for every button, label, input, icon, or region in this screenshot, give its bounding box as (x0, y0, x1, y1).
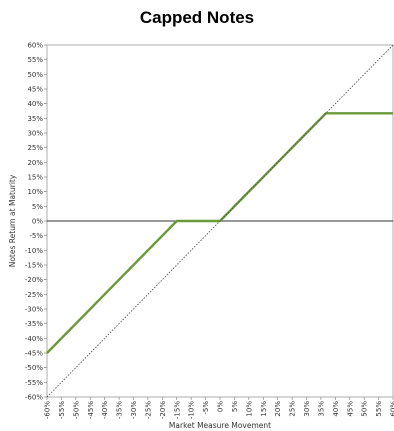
y-tick-label: -5% (29, 232, 43, 240)
y-tick-label: 0% (32, 218, 43, 226)
x-tick-label: -55% (58, 401, 66, 419)
y-tick-label: 25% (27, 144, 43, 152)
y-tick-label: 60% (27, 42, 43, 50)
x-tick-label: 50% (361, 401, 369, 417)
x-tick-label: -15% (173, 401, 181, 419)
y-tick-label: -20% (25, 276, 43, 284)
chart-title: Capped Notes (139, 8, 255, 27)
x-tick-label: -40% (101, 401, 109, 419)
x-tick-label: 20% (274, 401, 282, 417)
x-tick-label: 0% (217, 401, 225, 412)
y-tick-label: 15% (27, 174, 43, 182)
y-tick-label: 5% (32, 203, 43, 211)
x-tick-label: 5% (231, 401, 239, 412)
y-tick-label: 35% (27, 115, 43, 123)
x-tick-label: 45% (346, 401, 354, 417)
x-tick-label: -5% (202, 401, 210, 415)
x-tick-label: 55% (375, 401, 383, 417)
y-tick-label: -50% (25, 364, 43, 372)
x-tick-label: 30% (303, 401, 311, 417)
y-tick-label: 40% (27, 100, 43, 108)
y-tick-label: 30% (27, 130, 43, 138)
x-tick-label: 40% (332, 401, 340, 417)
y-tick-label: 45% (27, 86, 43, 94)
x-tick-label: -10% (188, 401, 196, 419)
x-tick-label: -35% (116, 401, 124, 419)
x-tick-label: 25% (289, 401, 297, 417)
y-tick-label: -25% (25, 291, 43, 299)
y-axis-title: Notes Return at Maturity (8, 174, 17, 267)
x-tick-label: -50% (72, 401, 80, 419)
x-tick-label: -20% (159, 401, 167, 419)
x-tick-label: 10% (245, 401, 253, 417)
y-tick-label: -30% (25, 306, 43, 314)
y-tick-label: -40% (25, 335, 43, 343)
y-tick-label: 50% (27, 71, 43, 79)
y-tick-label: -45% (25, 350, 43, 358)
x-tick-label: -45% (87, 401, 95, 419)
x-tick-label: -30% (130, 401, 138, 419)
y-tick-label: 20% (27, 159, 43, 167)
y-axis-ticks: -60% -55% -50% -45% -40% -35% -30% -25% -20% -15%… (25, 42, 47, 402)
x-axis-ticks: -60% -55% -50% -45% -40% -35% -30% -25% -20% -15%… (44, 397, 394, 419)
x-tick-label: 35% (317, 401, 325, 417)
reference-diagonal-line (46, 44, 394, 398)
y-tick-label: -55% (25, 379, 43, 387)
x-tick-label: 15% (260, 401, 268, 417)
x-tick-label: -60% (44, 401, 52, 419)
y-tick-label: 55% (27, 56, 43, 64)
y-tick-label: -15% (25, 262, 43, 270)
x-tick-label: 60% (390, 401, 394, 417)
y-tick-label: 10% (27, 188, 43, 196)
y-tick-label: -60% (25, 394, 43, 402)
notes-return-line (46, 112, 393, 354)
series-group (46, 44, 394, 398)
y-tick-label: -35% (25, 320, 43, 328)
x-tick-label: -25% (144, 401, 152, 419)
y-tick-label: -10% (25, 247, 43, 255)
x-axis-title: Market Measure Movement (169, 421, 271, 430)
